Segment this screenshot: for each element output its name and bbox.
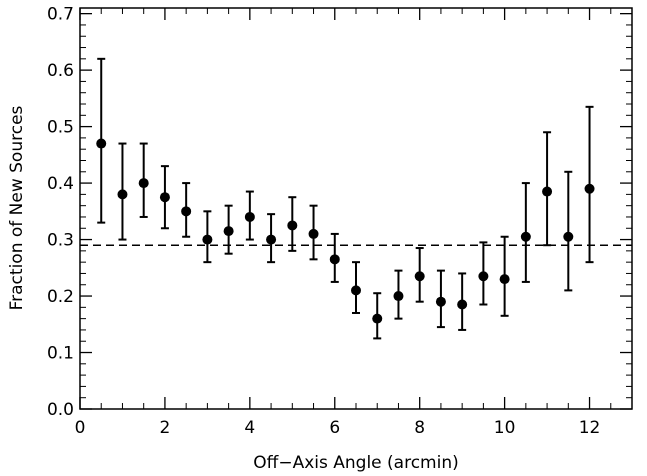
- data-point: [117, 189, 128, 200]
- axis-ticks: [79, 8, 633, 410]
- data-points: [96, 138, 595, 324]
- plot-frame: [79, 7, 633, 410]
- y-tick-label: 0.2: [47, 287, 74, 307]
- y-tick-label: 0.0: [47, 400, 74, 420]
- x-tick-label: 6: [329, 418, 340, 438]
- data-point: [266, 234, 277, 245]
- data-point: [478, 271, 489, 282]
- data-point: [457, 299, 468, 310]
- error-bars: [97, 57, 594, 340]
- data-point: [329, 254, 340, 265]
- y-tick-label: 0.5: [47, 118, 74, 138]
- data-point: [372, 313, 383, 324]
- data-point: [223, 226, 234, 237]
- y-tick-label: 0.6: [47, 61, 74, 81]
- data-point: [244, 211, 255, 222]
- data-point: [308, 228, 319, 239]
- axis-tick-labels: 0 2 4 6 8 10 12 0.0 0.1 0.2 0.3 0.4 0.5 0.6 0.7: [47, 5, 600, 438]
- x-axis-label: Off−Axis Angle (arcmin): [253, 453, 459, 473]
- data-point: [159, 192, 170, 203]
- x-tick-label: 12: [579, 418, 601, 438]
- data-point: [542, 186, 553, 197]
- data-point: [435, 296, 446, 307]
- x-tick-label: 2: [160, 418, 171, 438]
- data-point: [499, 274, 510, 285]
- data-point: [287, 220, 298, 231]
- x-tick-label: 10: [494, 418, 516, 438]
- data-point: [96, 138, 107, 149]
- data-point: [393, 291, 404, 302]
- data-point: [584, 183, 595, 194]
- x-tick-label: 4: [244, 418, 255, 438]
- y-tick-label: 0.3: [47, 231, 74, 251]
- data-point: [520, 231, 531, 242]
- data-point: [181, 206, 192, 217]
- data-point: [414, 271, 425, 282]
- y-tick-label: 0.4: [47, 174, 74, 194]
- data-point: [351, 285, 361, 296]
- x-tick-label: 0: [75, 418, 86, 438]
- y-axis-label: Fraction of New Sources: [7, 105, 27, 310]
- data-point: [563, 231, 574, 242]
- y-tick-label: 0.7: [47, 5, 74, 25]
- y-tick-label: 0.1: [47, 344, 74, 364]
- x-tick-label: 8: [414, 418, 425, 438]
- data-point: [138, 178, 149, 189]
- data-point: [202, 234, 213, 245]
